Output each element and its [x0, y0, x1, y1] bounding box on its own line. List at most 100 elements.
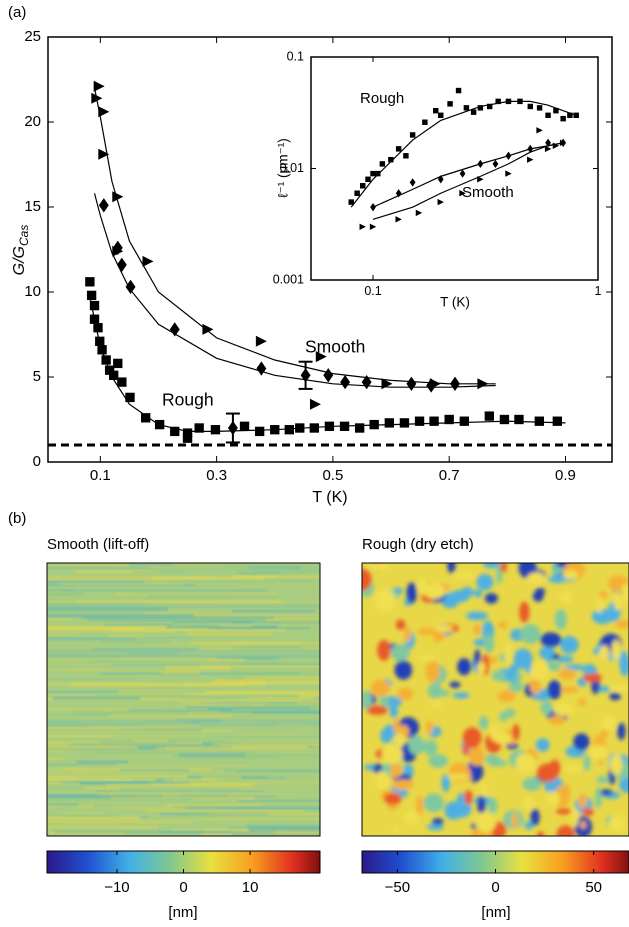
data-point — [536, 127, 543, 134]
texture — [468, 745, 485, 766]
texture — [47, 775, 188, 779]
texture — [95, 694, 299, 698]
texture — [249, 828, 320, 832]
texture — [547, 680, 562, 700]
data-point — [117, 377, 127, 387]
plot-area — [311, 57, 598, 280]
image-title: Smooth (lift-off) — [47, 536, 149, 553]
texture — [47, 745, 138, 750]
data-point — [85, 277, 95, 287]
colorbar-tick-label: 0 — [491, 879, 499, 896]
texture — [257, 574, 320, 579]
colorbar-unit: [nm] — [168, 904, 197, 921]
frame — [46, 562, 321, 837]
data-point — [348, 199, 354, 205]
texture — [47, 650, 320, 658]
data-point — [395, 189, 402, 198]
texture — [47, 778, 156, 781]
texture — [141, 612, 317, 616]
data-point — [505, 151, 512, 160]
texture — [172, 755, 277, 757]
texture — [179, 753, 245, 757]
texture — [47, 618, 73, 621]
data-point — [536, 105, 543, 111]
texture — [497, 621, 508, 629]
data-point — [438, 112, 444, 119]
y-axis-label: ℓ⁻¹ (μm⁻¹) — [276, 138, 291, 197]
texture — [91, 648, 198, 651]
colorbar-tick-label: 50 — [585, 879, 602, 896]
texture — [47, 814, 114, 817]
data-point — [409, 132, 416, 138]
texture — [508, 681, 524, 693]
data-point — [116, 257, 127, 272]
data-point — [477, 159, 484, 169]
data-point — [514, 414, 524, 425]
data-point — [459, 416, 469, 426]
texture — [504, 643, 512, 663]
annotation: Rough — [360, 90, 404, 107]
texture — [395, 732, 405, 748]
data-point — [93, 80, 105, 92]
data-point — [369, 223, 377, 231]
data-point — [324, 421, 335, 431]
texture — [529, 678, 542, 695]
data-point — [384, 418, 394, 428]
data-point — [112, 240, 123, 255]
texture — [129, 563, 175, 566]
texture — [515, 671, 522, 683]
frame — [361, 562, 629, 837]
texture — [376, 771, 389, 791]
data-point — [429, 416, 439, 426]
texture — [47, 668, 114, 671]
data-point — [388, 156, 394, 163]
data-point — [361, 374, 372, 390]
texture — [76, 600, 283, 603]
texture — [120, 769, 190, 772]
texture — [47, 819, 141, 823]
texture — [362, 690, 373, 711]
texture — [362, 569, 372, 591]
texture — [497, 690, 516, 703]
texture — [389, 704, 399, 718]
data-point — [284, 425, 294, 435]
texture — [425, 720, 434, 735]
data-point — [339, 421, 350, 431]
texture — [73, 711, 189, 715]
texture — [610, 684, 629, 692]
texture — [47, 578, 50, 580]
texture — [423, 583, 445, 599]
texture — [47, 794, 162, 799]
texture — [441, 774, 451, 792]
data-point — [437, 175, 444, 184]
data-point — [239, 421, 250, 431]
texture — [122, 745, 316, 748]
texture — [92, 620, 210, 622]
data-point — [433, 107, 439, 114]
data-point — [527, 103, 533, 110]
x-tick-label: 1 — [595, 284, 602, 298]
data-point — [86, 290, 97, 301]
texture — [384, 792, 402, 805]
texture — [583, 754, 591, 772]
data-point — [98, 106, 110, 118]
texture — [3, 761, 38, 765]
texture — [582, 808, 594, 817]
texture — [449, 681, 461, 688]
texture — [447, 563, 456, 574]
texture — [61, 812, 105, 814]
data-point — [98, 198, 109, 213]
texture — [114, 593, 252, 595]
data-point — [210, 425, 221, 435]
texture — [248, 566, 302, 570]
texture — [47, 637, 193, 639]
texture — [206, 813, 320, 815]
data-point — [270, 425, 280, 435]
y-tick-label: 0.001 — [273, 272, 304, 286]
texture — [540, 632, 562, 648]
texture — [133, 818, 266, 821]
data-point — [254, 426, 265, 437]
data-point — [517, 98, 523, 105]
data-point — [484, 411, 494, 421]
